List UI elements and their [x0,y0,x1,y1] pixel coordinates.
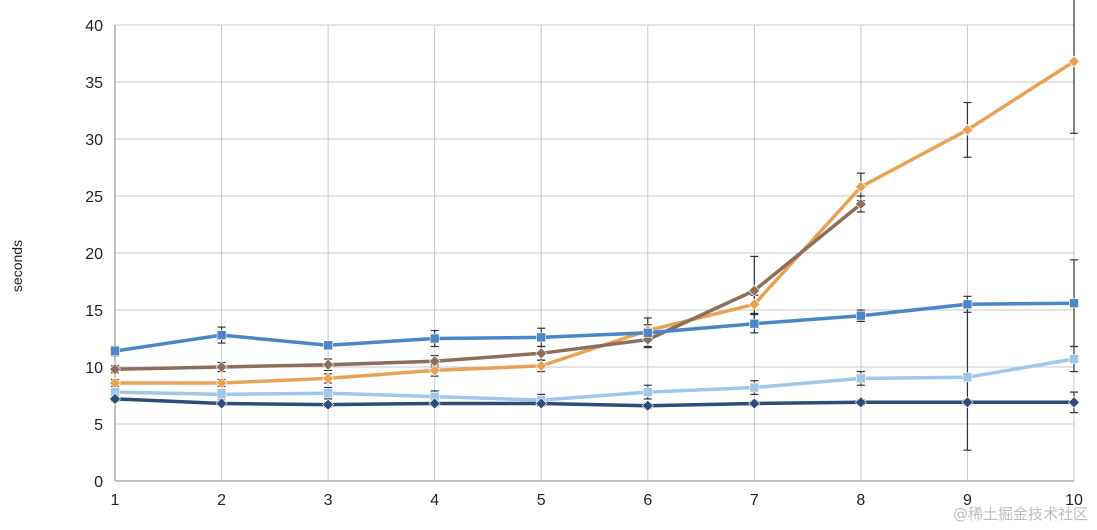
series-4-point-8 [856,373,866,384]
series-line-2 [113,202,863,372]
series-3-point-10 [1069,298,1079,308]
series-5-point-1 [109,392,121,405]
y-tick-labels: 0 5 10 15 20 25 30 35 40 [85,18,103,491]
series-5-point-10 [1068,396,1080,409]
series-2-point-5 [535,347,548,360]
series-5-point-6 [641,399,654,412]
y-tick-0: 0 [94,474,103,491]
series-4-point-7 [749,382,760,393]
series-2-point-8 [854,198,867,210]
y-tick-30: 30 [85,132,103,149]
x-tick-10: 10 [1065,492,1083,509]
series-4-point-10 [1069,354,1079,364]
y-tick-10: 10 [85,360,103,377]
y-tick-25: 25 [85,189,103,206]
x-tick-6: 6 [643,492,652,509]
series-5-point-8 [854,396,867,409]
series-1-point-7 [748,298,761,311]
x-tick-9: 9 [963,492,972,509]
watermark-text: @稀土掘金技术社区 [953,505,1088,523]
series-5-point-2 [215,397,228,410]
series-line-4 [113,357,1076,402]
x-tick-2: 2 [217,492,226,509]
series-markers [109,55,1080,412]
series-5-point-7 [748,397,761,410]
axes [114,25,1074,482]
series-3-point-7 [749,318,760,329]
series-5-point-9 [961,396,974,409]
series-line-5 [113,397,1076,408]
series-4-point-9 [962,372,973,383]
series-3-point-1 [110,346,120,356]
y-tick-5: 5 [94,417,103,434]
series-lines [113,59,1076,408]
series-4-point-3 [323,388,333,399]
series-4-point-2 [216,389,227,400]
y-axis-label: seconds [9,240,25,292]
series-4-point-6 [642,387,653,397]
x-tick-3: 3 [324,492,333,509]
x-tick-7: 7 [750,492,759,509]
series-3-point-2 [216,330,227,340]
series-3-point-4 [429,333,440,344]
series-2-point-3 [322,358,335,371]
series-1-point-9 [961,123,974,136]
y-tick-40: 40 [85,18,103,35]
series-2-point-1 [109,363,121,376]
series-1-point-2 [215,377,228,389]
series-5-point-5 [535,397,548,410]
x-tick-labels: 1 2 3 4 5 6 7 8 9 10 [111,492,1083,509]
series-2-point-2 [215,361,228,373]
series-3-point-5 [536,332,547,343]
series-3-point-9 [962,299,973,310]
series-1-point-5 [535,359,548,372]
series-3-point-3 [323,340,333,351]
series-3-point-6 [642,327,653,338]
series-2-point-7 [748,284,761,297]
series-1-point-4 [428,364,441,377]
series-1-point-3 [322,372,335,385]
y-tick-15: 15 [85,303,103,320]
x-tick-1: 1 [111,492,120,509]
series-1-point-10 [1068,55,1080,68]
series-2-point-4 [428,355,441,368]
y-tick-20: 20 [85,246,103,263]
x-tick-4: 4 [430,492,439,509]
x-tick-5: 5 [537,492,546,509]
series-5-point-3 [322,398,335,411]
series-3-point-8 [856,310,866,321]
y-tick-35: 35 [85,75,103,92]
series-5-point-4 [428,397,441,410]
series-1-point-8 [854,180,867,193]
series-line-3 [113,301,1076,353]
x-tick-8: 8 [856,492,865,509]
gridlines [115,24,1075,481]
